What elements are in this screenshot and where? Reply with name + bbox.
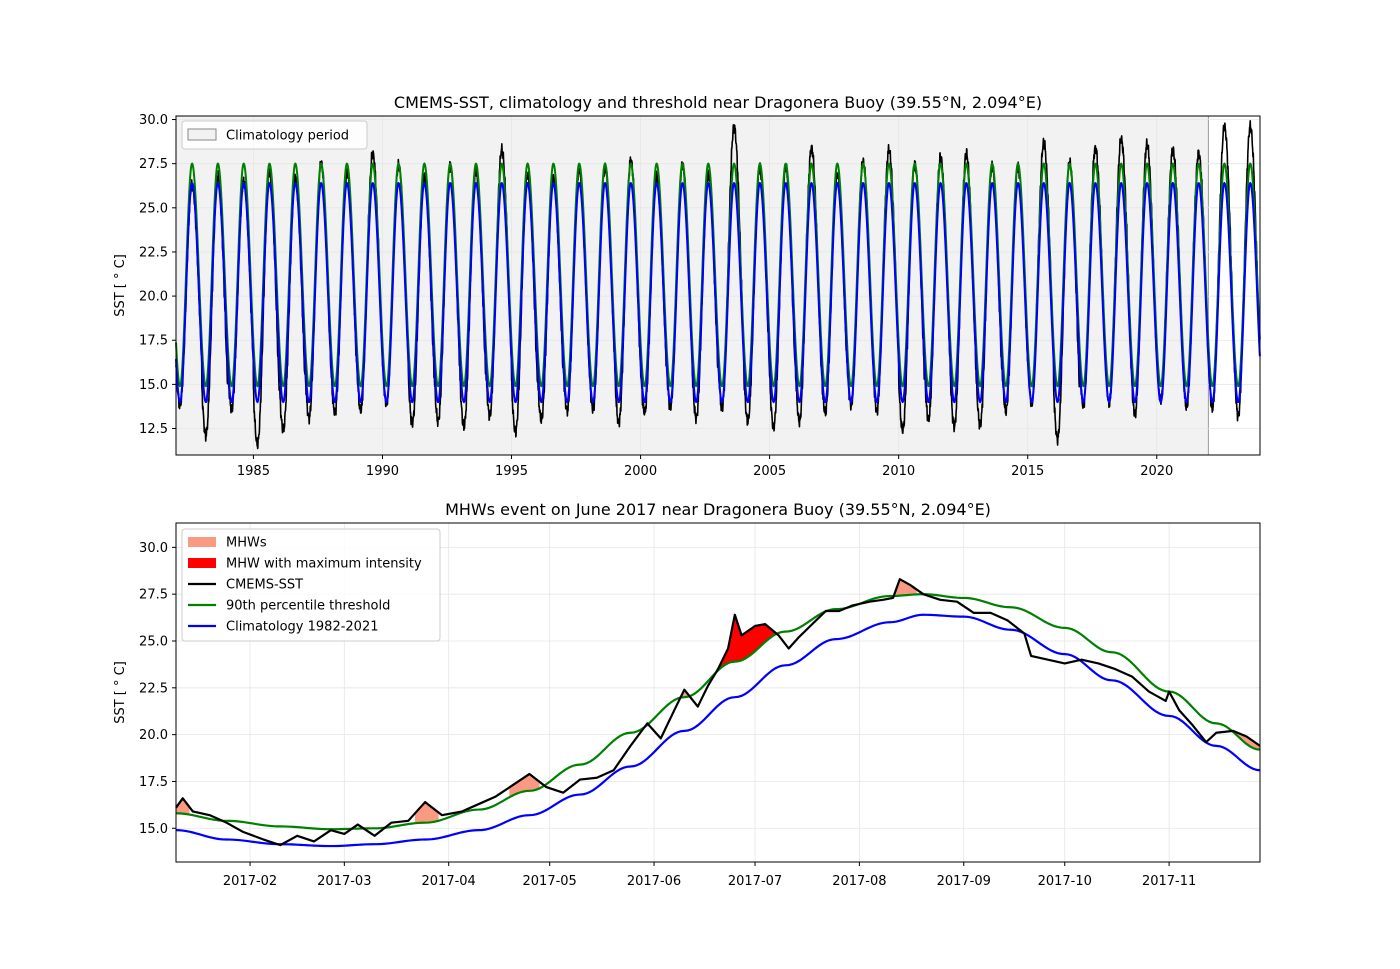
- bottom-y-tick-label: 27.5: [139, 588, 168, 603]
- top-x-tick-label: 1990: [366, 464, 399, 479]
- bottom-y-tick-label: 15.0: [139, 822, 168, 837]
- top-plot-frame: [175, 115, 1261, 456]
- bottom-x-tick-label: 2017-11: [1142, 874, 1196, 889]
- mhw-max-intensity-area: [718, 614, 776, 671]
- top-x-tick-label: 1995: [495, 464, 528, 479]
- mhw-area: [176, 798, 190, 815]
- bottom-y-tick-label: 20.0: [139, 728, 168, 743]
- bottom-climatology-line: [175, 613, 1261, 848]
- bottom-legend: MHWs MHW with maximum intensity CMEMS-SST 9…: [181, 528, 441, 642]
- top-y-tick-label: 22.5: [139, 245, 168, 260]
- mhw-area: [415, 802, 439, 824]
- top-legend-box: [181, 120, 368, 150]
- top-y-axis-label: SST [ ° C]: [113, 254, 128, 317]
- top-x-tick-label: 2015: [1011, 464, 1044, 479]
- bottom-x-tick-label: 2017-06: [627, 874, 681, 889]
- top-y-tick-label: 20.0: [139, 290, 168, 305]
- bottom-x-tick-label: 2017-03: [317, 874, 371, 889]
- bottom-y-tick-label: 17.5: [139, 775, 168, 790]
- bottom-x-tick-label: 2017-10: [1038, 874, 1092, 889]
- top-y-tick-label: 30.0: [139, 113, 168, 128]
- bottom-chart-title: MHWs event on June 2017 near Dragonera B…: [445, 500, 991, 519]
- top-x-tick-label: 2020: [1140, 464, 1173, 479]
- top-legend: Climatology period: [181, 120, 368, 150]
- bottom-legend-box: [181, 528, 441, 642]
- bottom-plot-frame: [175, 522, 1261, 863]
- bottom-legend-label: MHW with maximum intensity: [226, 557, 422, 572]
- mhw-area: [509, 773, 540, 798]
- top-x-tick-label: 2005: [753, 464, 786, 479]
- bottom-legend-label: 90th percentile threshold: [226, 599, 390, 614]
- bottom-y-tick-label: 30.0: [139, 541, 168, 556]
- mhw-area: [1212, 723, 1260, 750]
- bottom-x-tick-label: 2017-07: [728, 874, 782, 889]
- top-climatology-line: [175, 181, 1261, 404]
- top-x-tick-label: 2010: [882, 464, 915, 479]
- bottom-legend-swatch: [188, 537, 216, 547]
- top-legend-swatch: [187, 128, 217, 141]
- bottom-x-tick-label: 2017-05: [523, 874, 577, 889]
- bottom-x-tick-label: 2017-04: [422, 874, 476, 889]
- panel-top-chart: 1985 1990 1995 2000 2005 2010 2015 2020 12.5 15.…: [113, 93, 1261, 479]
- bottom-sst-line: [175, 578, 1261, 847]
- bottom-y-tick-label: 22.5: [139, 681, 168, 696]
- bottom-x-tick-label: 2017-08: [832, 874, 886, 889]
- bottom-legend-label: Climatology 1982-2021: [226, 620, 378, 635]
- top-x-tick-label: 1985: [237, 464, 270, 479]
- panel-bottom-chart: 2017-02 2017-03 2017-04 2017-05 2017-06 2017-…: [113, 500, 1261, 889]
- top-chart-title: CMEMS-SST, climatology and threshold nea…: [394, 93, 1042, 112]
- bottom-x-tick-label: 2017-02: [223, 874, 277, 889]
- top-x-tick-label: 2000: [624, 464, 657, 479]
- bottom-y-tick-label: 25.0: [139, 634, 168, 649]
- top-y-tick-label: 25.0: [139, 201, 168, 216]
- bottom-x-tick-label: 2017-09: [937, 874, 991, 889]
- top-y-tick-label: 27.5: [139, 157, 168, 172]
- top-y-tick-label: 17.5: [139, 334, 168, 349]
- top-y-tick-label: 15.0: [139, 378, 168, 393]
- bottom-legend-swatch: [188, 558, 216, 568]
- bottom-legend-label: CMEMS-SST: [226, 578, 303, 593]
- bottom-legend-label: MHWs: [226, 536, 267, 551]
- bottom-y-axis-label: SST [ ° C]: [113, 661, 128, 724]
- top-legend-label: Climatology period: [226, 129, 349, 144]
- top-y-tick-label: 12.5: [139, 422, 168, 437]
